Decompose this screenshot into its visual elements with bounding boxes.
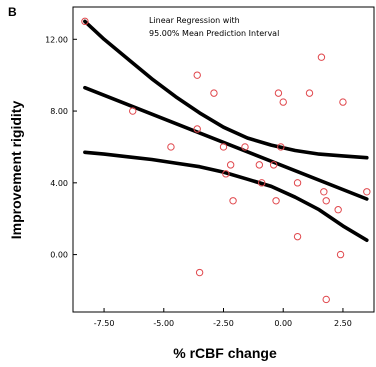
data-point [322,295,330,304]
x-tick-label: 2.50 [334,319,352,328]
data-point [272,197,280,205]
data-point [229,197,237,205]
y-tick-label: 0.00 [50,251,68,260]
y-tick-label: 12.00 [45,35,68,44]
data-point [363,188,371,196]
data-point [339,98,347,106]
data-point [293,179,302,187]
data-point [277,143,285,151]
y-tick-label: 4.00 [50,179,68,188]
data-point [255,161,264,169]
data-point [334,206,342,214]
y-tick-label: 8.00 [50,107,68,116]
data-point [226,161,235,169]
x-tick-label: -5.00 [153,319,174,328]
x-axis-title: % rCBF change [173,345,277,361]
data-points [81,17,371,304]
data-point [269,161,278,169]
panel-letter: B [8,5,17,19]
data-point [195,268,204,277]
data-point [279,98,287,106]
data-point [222,170,230,178]
data-point [193,71,201,79]
data-point [193,125,201,133]
y-tick-labels: 0.00 4.00 8.00 12.00 [45,35,68,259]
upper-prediction-band [83,19,369,160]
regression-fit-line [83,85,369,201]
data-point [320,188,328,196]
axis-ticks [73,38,344,312]
data-point [129,107,137,115]
y-axis-title: Improvement rigidity [8,101,24,240]
data-point [293,232,302,241]
data-point [258,179,266,187]
data-point [322,197,330,205]
data-point [167,143,175,151]
x-tick-labels: -7.50 -5.00 -2.50 0.00 2.50 [94,319,352,328]
data-point [336,250,345,259]
plot-frame [72,6,375,313]
data-point [210,89,218,97]
data-point [81,17,89,26]
x-tick-label: -7.50 [94,319,115,328]
annotation-line-2: 95.00% Mean Prediction Interval [149,29,279,38]
data-point [317,53,326,61]
annotation-line-1: Linear Regression with [149,16,240,25]
data-point [274,89,283,97]
x-tick-label: 0.00 [274,319,292,328]
data-point [219,143,228,151]
x-tick-label: -2.50 [213,319,234,328]
data-point [241,143,249,151]
data-point [305,89,314,97]
